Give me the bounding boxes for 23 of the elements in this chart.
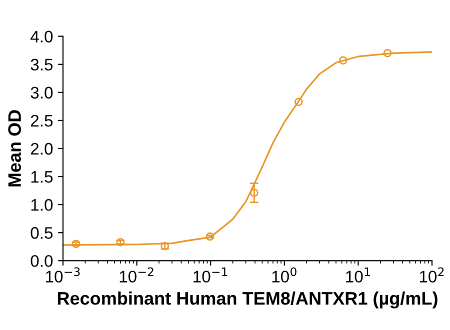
x-tick-label: 10$^{0}$ — [272, 267, 296, 283]
y-tick-label: 2.0 — [30, 142, 53, 155]
x-tick-label: 10$^{−3}$ — [46, 267, 80, 283]
y-tick-label: 1.5 — [31, 171, 53, 183]
x-axis-title: Recombinant Human TEM8/ANTXR1 (µg/mL) — [58, 292, 438, 308]
y-tick-label: 1.0 — [31, 199, 53, 211]
point — [383, 48, 392, 58]
x-tick-label: 10$^{−2}$ — [120, 267, 154, 283]
y-tick-label: 4.0 — [30, 30, 53, 43]
y-tick-label: 3.0 — [30, 86, 53, 99]
x-tick-label: 10$^{−1}$ — [194, 268, 228, 283]
point — [250, 188, 258, 197]
y-tick-label: 0.0 — [30, 255, 53, 267]
y-tick-label: 0.5 — [30, 227, 53, 239]
point — [338, 56, 348, 65]
point — [72, 240, 80, 248]
point — [206, 232, 214, 241]
x-tick-label: 10$^{1}$ — [346, 268, 370, 283]
x-tick-label: 10$^{2}$ — [420, 267, 444, 283]
y-tick-label: 2.5 — [30, 114, 53, 127]
point — [294, 98, 303, 106]
y-tick-label: 3.5 — [30, 58, 53, 71]
y-axis-title: Mean OD — [8, 110, 21, 186]
